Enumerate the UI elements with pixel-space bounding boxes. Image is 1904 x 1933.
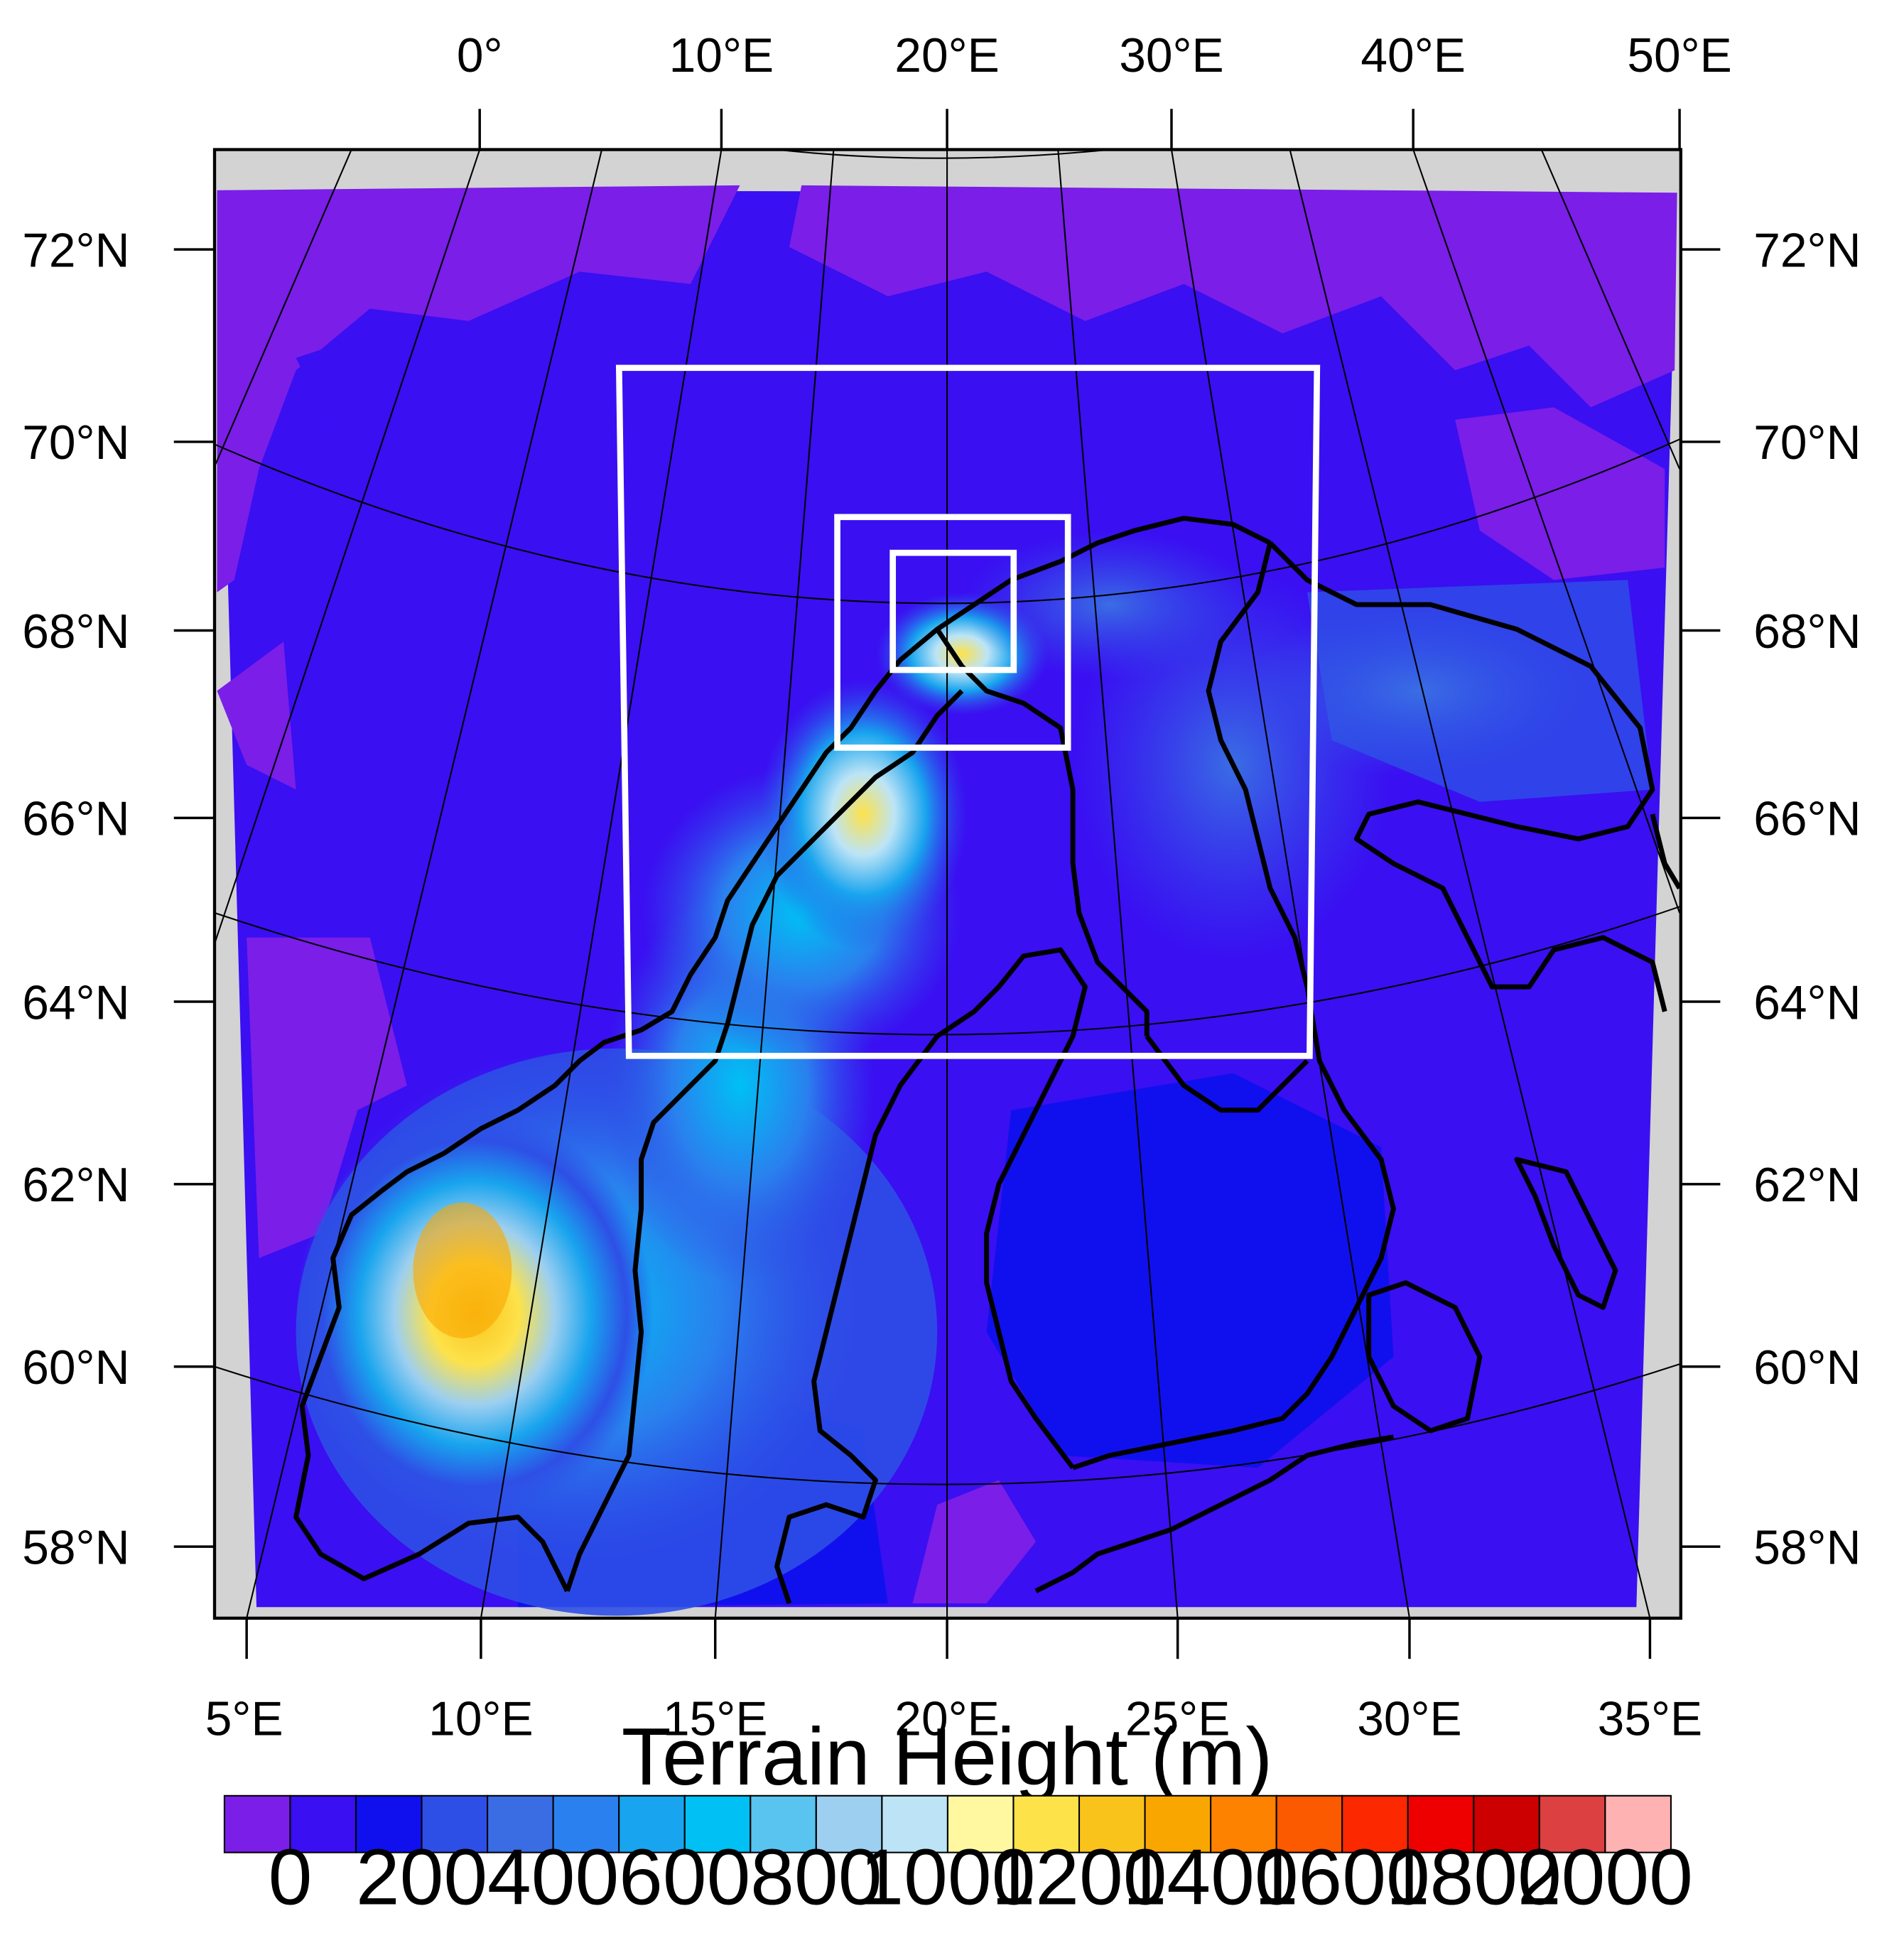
top-axis-label: 0° xyxy=(457,29,503,82)
left-axis-label: 62°N xyxy=(22,1159,129,1212)
colorbar-swatch xyxy=(815,1794,883,1853)
colorbar-swatch xyxy=(223,1794,291,1853)
colorbar-swatch xyxy=(683,1794,752,1853)
colorbar-swatch xyxy=(1012,1794,1081,1853)
right-axis-label: 64°N xyxy=(1753,976,1861,1029)
left-axis-label: 66°N xyxy=(22,793,129,846)
colorbar-title: Terrain Height (m) xyxy=(622,1711,1273,1802)
left-axis-label: 60°N xyxy=(22,1341,129,1395)
bottom-axis-label: 20°E xyxy=(894,1693,1000,1746)
bottom-axis-label: 35°E xyxy=(1598,1693,1703,1746)
colorbar-swatch xyxy=(355,1794,423,1853)
bottom-axis-label: 30°E xyxy=(1357,1693,1462,1746)
colorbar-swatch xyxy=(1275,1794,1343,1853)
colorbar-swatch xyxy=(421,1794,489,1853)
left-axis-label: 68°N xyxy=(22,605,129,659)
coastlines xyxy=(293,516,1681,1605)
top-axis-label: 50°E xyxy=(1627,29,1732,82)
colorbar-tick-label: 2000 xyxy=(1518,1833,1693,1922)
bottom-axis-label: 15°E xyxy=(663,1693,768,1746)
colorbar-tick-label: 1200 xyxy=(991,1833,1167,1922)
colorbar-swatch xyxy=(1078,1794,1146,1853)
right-axis-label: 62°N xyxy=(1753,1159,1861,1212)
colorbar-swatch xyxy=(1473,1794,1540,1853)
top-axis-label: 10°E xyxy=(669,29,774,82)
colorbar-tick-label: 1400 xyxy=(1123,1833,1299,1922)
colorbar-tick-label: 400 xyxy=(487,1833,619,1922)
colorbar-swatch xyxy=(1407,1794,1475,1853)
colorbar-tick-label: 800 xyxy=(750,1833,882,1922)
right-axis-label: 60°N xyxy=(1753,1341,1861,1395)
bottom-axis-label: 25°E xyxy=(1125,1693,1230,1746)
domain-d03-box xyxy=(834,514,1071,751)
nested-domains xyxy=(615,364,1321,1059)
colorbar-tick-label: 600 xyxy=(619,1833,750,1922)
colorbar-tick-label: 0 xyxy=(269,1833,313,1922)
colorbar-swatch xyxy=(552,1794,620,1853)
colorbar-tick-label: 1600 xyxy=(1255,1833,1430,1922)
left-axis-label: 58°N xyxy=(22,1521,129,1574)
domain-d02-box xyxy=(615,364,1321,1059)
colorbar-swatch xyxy=(1604,1794,1672,1853)
colorbar-swatch xyxy=(750,1794,817,1853)
colorbar-tick-label: 1800 xyxy=(1386,1833,1562,1922)
colorbar-swatch xyxy=(1144,1794,1212,1853)
tick-marks xyxy=(173,109,1721,1659)
colorbar-swatch xyxy=(487,1794,554,1853)
right-axis-label: 72°N xyxy=(1753,224,1861,277)
colorbar-swatch xyxy=(618,1794,686,1853)
right-axis-label: 68°N xyxy=(1753,605,1861,659)
colorbar-tick-label: 200 xyxy=(356,1833,487,1922)
bottom-axis-label: 5°E xyxy=(205,1693,283,1746)
right-axis-label: 58°N xyxy=(1753,1521,1861,1574)
left-axis-label: 70°N xyxy=(22,416,129,470)
top-axis-label: 30°E xyxy=(1119,29,1224,82)
right-axis-label: 70°N xyxy=(1753,416,1861,470)
colorbar-tick-label: 1000 xyxy=(860,1833,1035,1922)
top-axis-label: 20°E xyxy=(894,29,1000,82)
top-axis-label: 40°E xyxy=(1361,29,1466,82)
bottom-axis-label: 10°E xyxy=(428,1693,534,1746)
domain-d04-box xyxy=(889,549,1017,673)
colorbar xyxy=(223,1794,1672,1853)
right-axis-label: 66°N xyxy=(1753,793,1861,846)
left-axis-label: 72°N xyxy=(22,224,129,277)
colorbar-swatch xyxy=(946,1794,1015,1853)
colorbar-swatch xyxy=(1341,1794,1409,1853)
left-axis-label: 64°N xyxy=(22,976,129,1029)
